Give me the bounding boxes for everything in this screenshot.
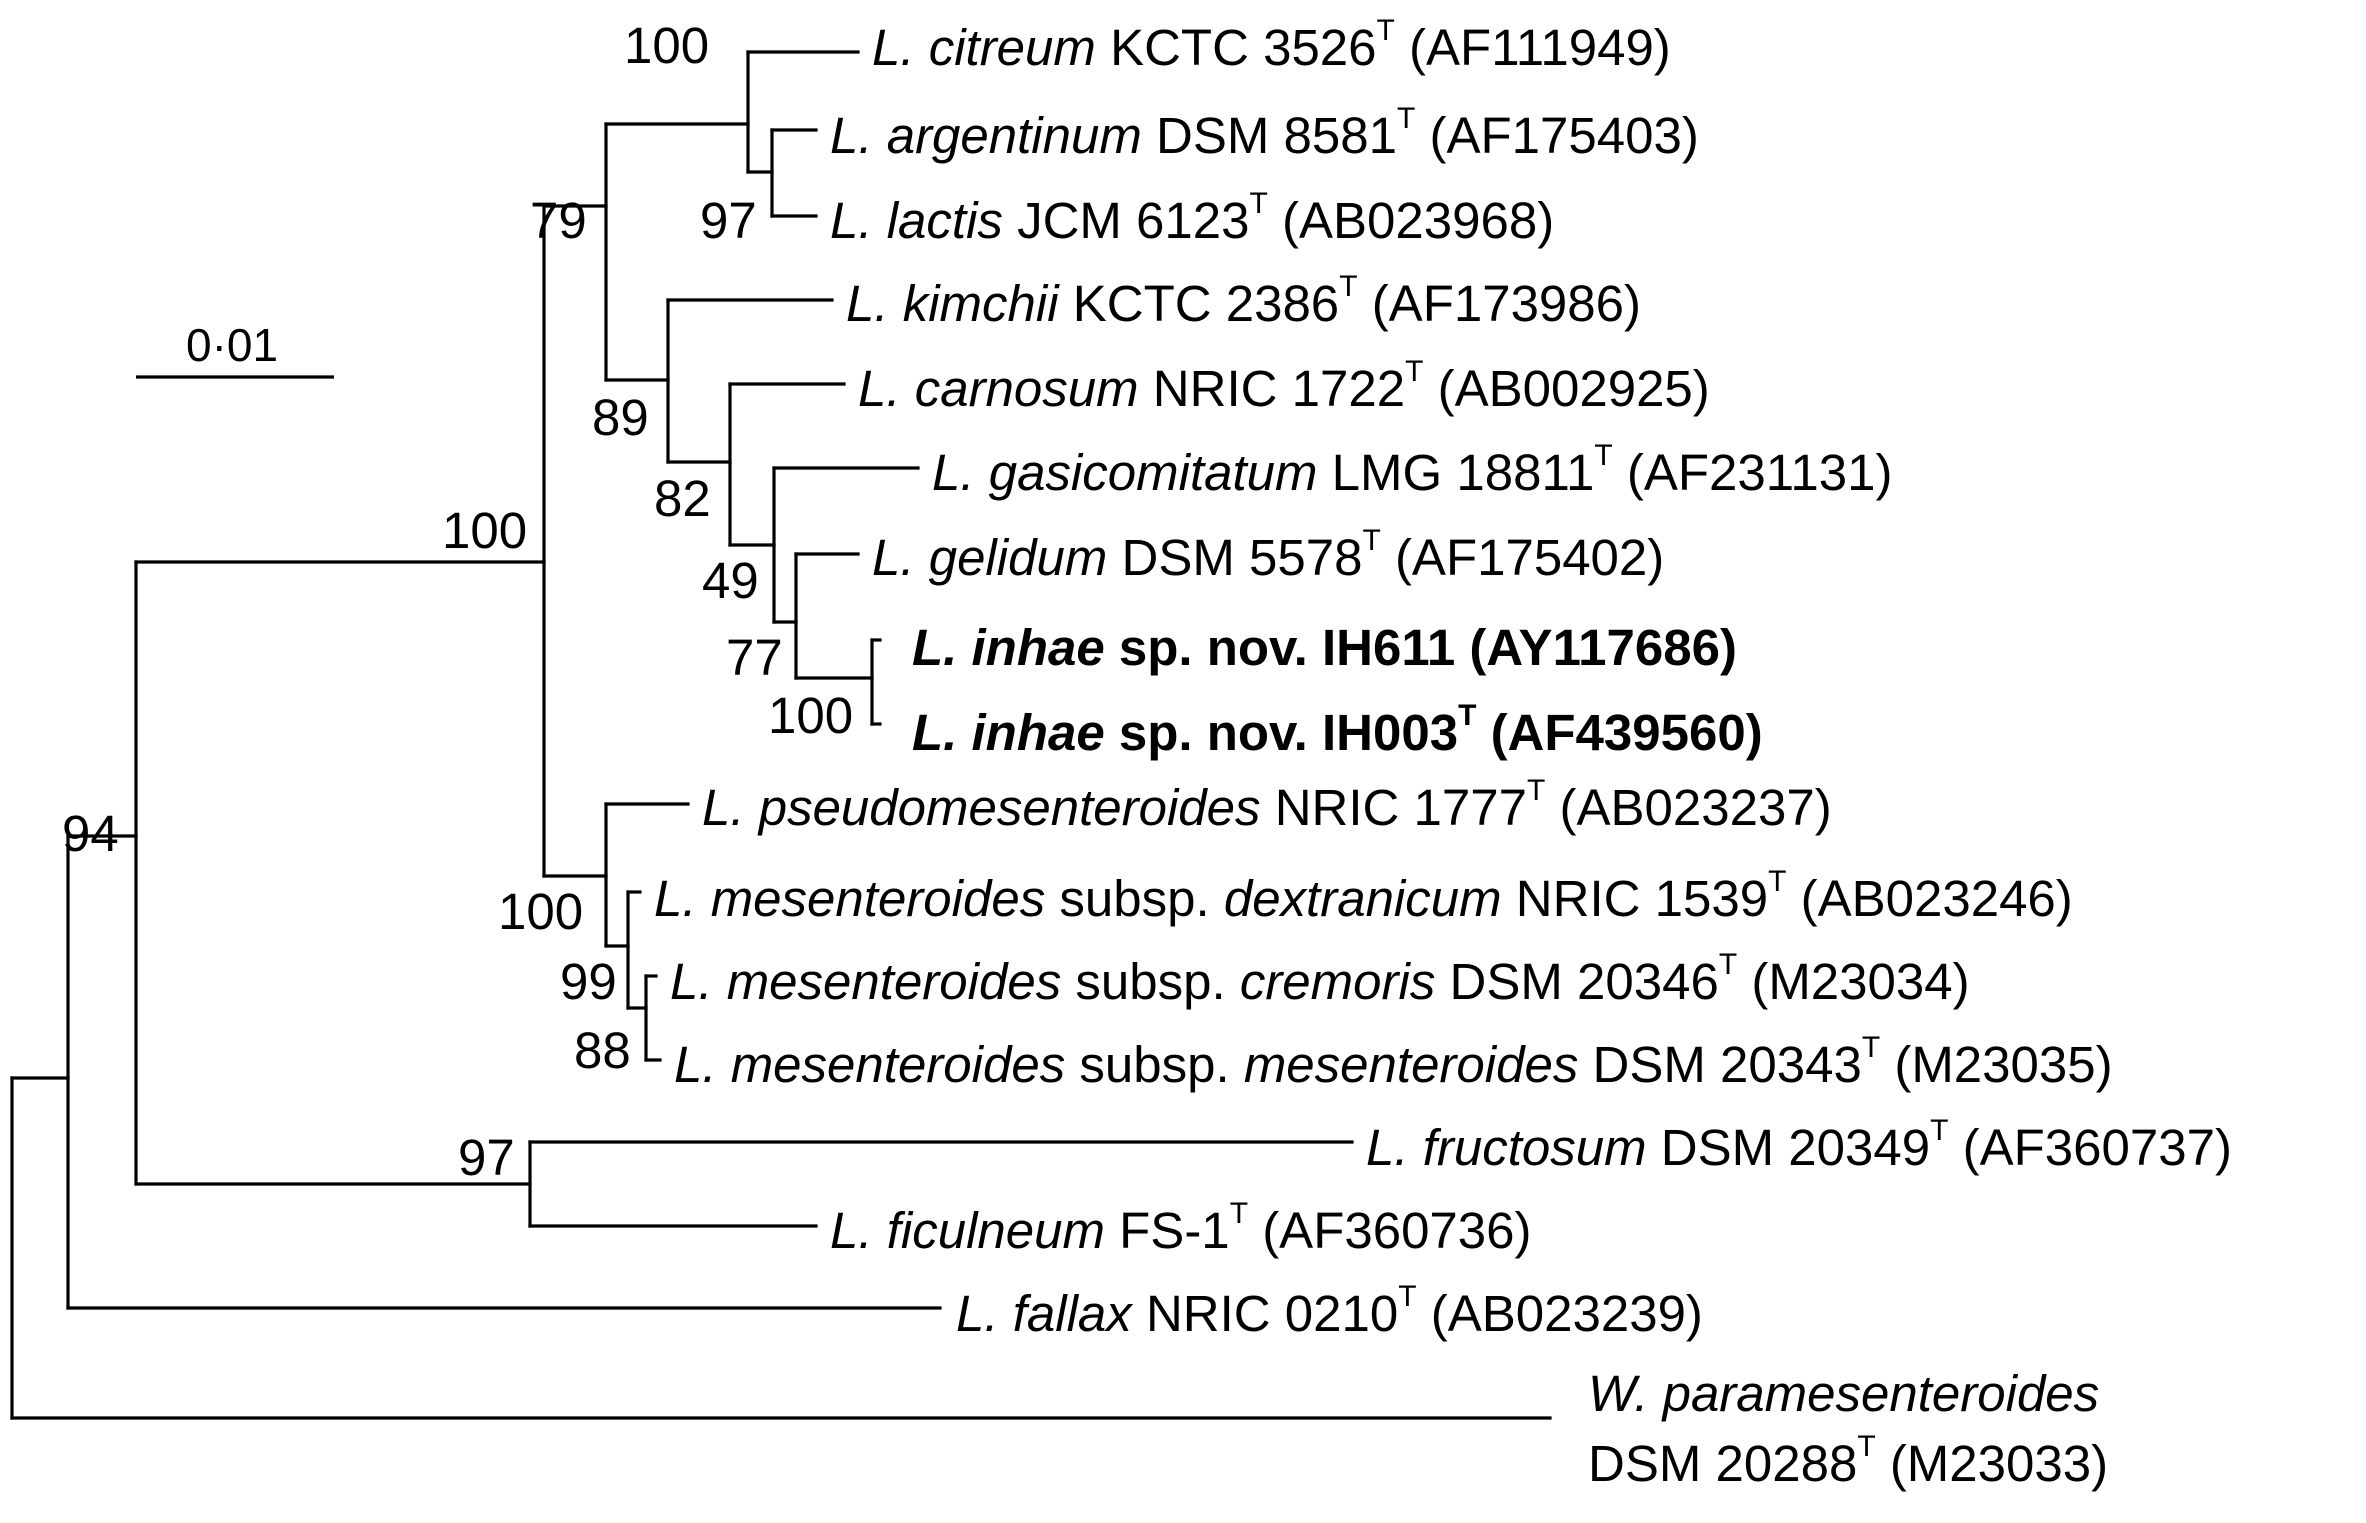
taxon-label-citreum: L. citreum KCTC 3526T (AF111949) — [872, 14, 1671, 76]
taxon-label-fallax: L. fallax NRIC 0210T (AB023239) — [956, 1280, 1703, 1342]
bootstrap-value: 82 — [654, 470, 711, 527]
bootstrap-value: 49 — [702, 552, 759, 609]
taxon-label-paramesenteroides-strain: DSM 20288T (M23033) — [1588, 1430, 2109, 1492]
bootstrap-value: 100 — [624, 17, 710, 74]
taxon-label-fructosum: L. fructosum DSM 20349T (AF360737) — [1366, 1114, 2232, 1176]
taxon-label-lactis: L. lactis JCM 6123T (AB023968) — [830, 187, 1555, 249]
bootstrap-value: 79 — [530, 192, 587, 249]
taxon-label-paramesenteroides-name: W. paramesenteroides — [1588, 1365, 2100, 1422]
taxon-label-gasicomitatum: L. gasicomitatum LMG 18811T (AF231131) — [932, 439, 1893, 501]
bootstrap-value: 100 — [442, 502, 528, 559]
taxon-label-carnosum: L. carnosum NRIC 1722T (AB002925) — [858, 355, 1710, 417]
taxon-label-inhae-ih611: L. inhae sp. nov. IH611 (AY117686) — [912, 619, 1737, 676]
taxon-label-inhae-ih003: L. inhae sp. nov. IH003T (AF439560) — [912, 699, 1763, 761]
taxon-label-kimchii: L. kimchii KCTC 2386T (AF173986) — [846, 270, 1642, 332]
bootstrap-value: 89 — [592, 389, 649, 446]
taxon-label-mesenteroides-dextranicum: L. mesenteroides subsp. dextranicum NRIC… — [654, 865, 2073, 927]
bootstrap-value: 100 — [498, 883, 584, 940]
bootstrap-value: 97 — [458, 1129, 515, 1186]
taxon-label-mesenteroides-mesenteroides: L. mesenteroides subsp. mesenteroides DS… — [674, 1031, 2113, 1093]
taxon-label-argentinum: L. argentinum DSM 8581T (AF175403) — [830, 102, 1699, 164]
taxon-label-ficulneum: L. ficulneum FS-1T (AF360736) — [830, 1197, 1532, 1259]
taxon-label-gelidum: L. gelidum DSM 5578T (AF175402) — [872, 524, 1665, 586]
taxon-label-mesenteroides-cremoris: L. mesenteroides subsp. cremoris DSM 203… — [670, 948, 1970, 1010]
bootstrap-value: 97 — [700, 192, 757, 249]
scale-bar-label: 0·01 — [186, 319, 279, 371]
bootstrap-value: 100 — [768, 687, 854, 744]
bootstrap-value: 94 — [62, 805, 119, 862]
bootstrap-value: 88 — [574, 1022, 631, 1079]
bootstrap-value: 99 — [560, 953, 617, 1010]
taxon-label-pseudomesenteroides: L. pseudomesenteroides NRIC 1777T (AB023… — [702, 774, 1832, 836]
bootstrap-value: 77 — [726, 629, 783, 686]
